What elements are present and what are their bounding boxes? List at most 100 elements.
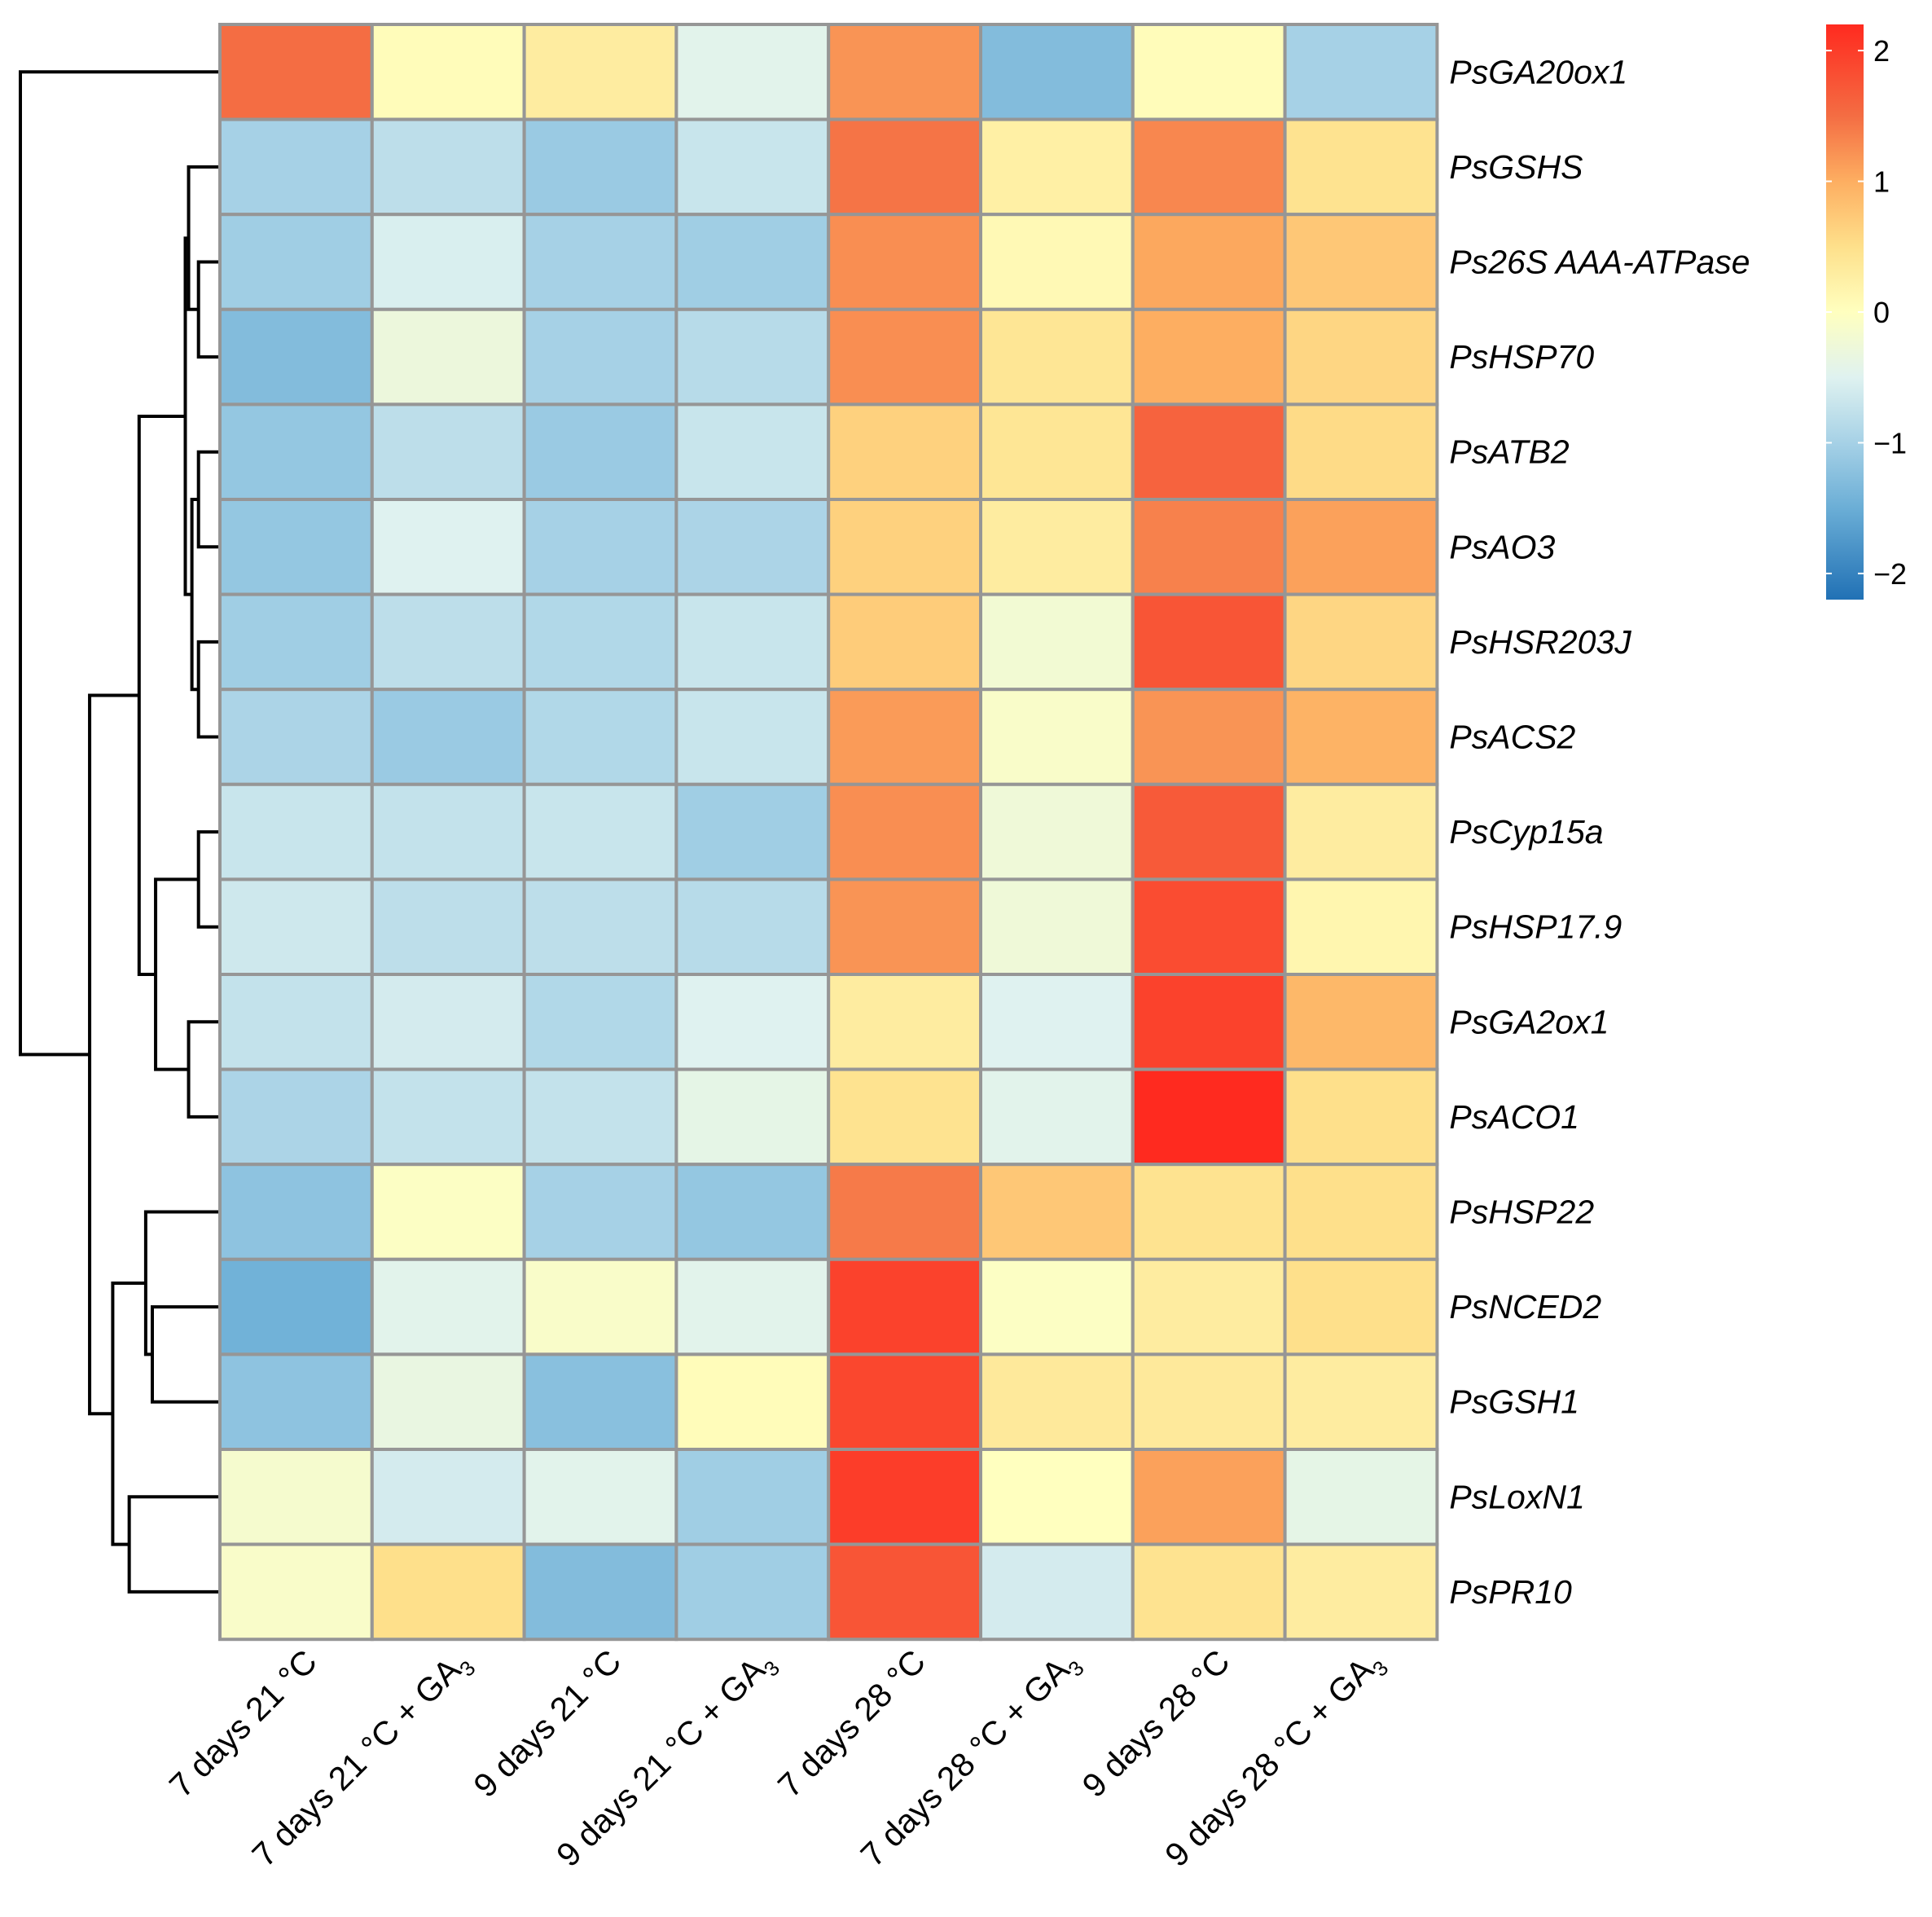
heatmap-cell: [218, 973, 374, 1071]
heatmap-cell: [979, 877, 1135, 977]
heatmap-cell: [979, 498, 1135, 596]
heatmap-cell: [218, 688, 374, 786]
heatmap-cell: [1131, 592, 1287, 692]
heatmap-cell: [522, 307, 678, 407]
heatmap-cell: [1131, 782, 1287, 882]
heatmap-cell: [370, 498, 526, 596]
heatmap-cell: [218, 782, 374, 882]
heatmap-cell: [522, 877, 678, 977]
heatmap-cell: [1131, 688, 1287, 786]
heatmap-cell: [1131, 213, 1287, 311]
heatmap-cell: [1283, 688, 1439, 786]
heatmap-cell: [370, 213, 526, 311]
heatmap-cell: [1283, 1067, 1439, 1167]
heatmap-cell: [827, 592, 983, 692]
heatmap-cell: [674, 877, 831, 977]
heatmap-cell: [979, 1352, 1135, 1452]
heatmap-cell: [370, 1448, 526, 1546]
heatmap-cell: [674, 402, 831, 501]
heatmap-cell: [522, 213, 678, 311]
heatmap-cell: [674, 592, 831, 692]
heatmap-cell: [979, 1448, 1135, 1546]
heatmap-cell: [979, 213, 1135, 311]
heatmap-cell: [1131, 1163, 1287, 1261]
heatmap-cell: [827, 402, 983, 501]
dendrogram-branch: [187, 165, 218, 311]
heatmap-cell: [370, 117, 526, 217]
heatmap-cell: [1283, 498, 1439, 596]
heatmap-cell: [674, 688, 831, 786]
heatmap-cell: [827, 213, 983, 311]
column-label: 7 days 21 °C: [162, 1642, 324, 1805]
row-label: PsHSR203J: [1449, 623, 1631, 661]
dendrogram-branch: [187, 1020, 218, 1119]
heatmap-cell: [1131, 973, 1287, 1071]
row-label: Ps26S AAA-ATPase: [1449, 244, 1750, 281]
heatmap-cell: [674, 23, 831, 121]
heatmap-cell: [1131, 1448, 1287, 1546]
heatmap-cell: [979, 1067, 1135, 1167]
row-label: PsNCED2: [1449, 1288, 1601, 1326]
heatmap-cell: [827, 1257, 983, 1356]
heatmap-cell: [1131, 498, 1287, 596]
heatmap-cell: [522, 1163, 678, 1261]
row-label: PsACO1: [1449, 1098, 1579, 1136]
heatmap-cell: [218, 1067, 374, 1167]
heatmap-cell: [1131, 1542, 1287, 1642]
heatmap-cell: [827, 117, 983, 217]
dendrogram-branch: [88, 693, 139, 1416]
row-label: PsPR10: [1449, 1573, 1572, 1611]
heatmap-cell: [218, 1542, 374, 1642]
heatmap-cell: [1131, 402, 1287, 501]
legend-tick-label: −2: [1873, 557, 1907, 591]
heatmap-cell: [979, 592, 1135, 692]
heatmap-cell: [1283, 213, 1439, 311]
heatmap-cell: [1283, 1257, 1439, 1356]
heatmap-cell: [522, 117, 678, 217]
heatmap-cell: [218, 117, 374, 217]
heatmap-cell: [1283, 23, 1439, 121]
heatmap-cell: [218, 213, 374, 311]
heatmap-cell: [370, 877, 526, 977]
heatmap-cell: [370, 1542, 526, 1642]
legend-color-bar: [1826, 24, 1864, 600]
row-label: PsLoxN1: [1449, 1478, 1584, 1515]
heatmap-cell: [979, 1542, 1135, 1642]
heatmap-cell: [674, 1163, 831, 1261]
heatmap-cell: [1131, 23, 1287, 121]
heatmap-cell: [218, 498, 374, 596]
heatmap-cell: [522, 592, 678, 692]
heatmap-cell: [674, 782, 831, 882]
heatmap-cell: [522, 1257, 678, 1356]
heatmap-cell: [979, 688, 1135, 786]
column-label: 7 days 28 °C: [771, 1642, 933, 1805]
heatmap-cell: [827, 307, 983, 407]
heatmap-cell: [1283, 117, 1439, 217]
heatmap-cell: [370, 1352, 526, 1452]
heatmap-cell: [522, 1448, 678, 1546]
row-label: PsATB2: [1449, 433, 1570, 471]
heatmap-cell: [674, 1067, 831, 1167]
heatmap-cell: [827, 973, 983, 1071]
heatmap-cell: [979, 973, 1135, 1071]
heatmap-cell: [827, 688, 983, 786]
heatmap-cell: [1131, 1257, 1287, 1356]
heatmap-cell: [522, 23, 678, 121]
row-label: PsGA2ox1: [1449, 1003, 1609, 1040]
heatmap-cell: [979, 23, 1135, 121]
heatmap-cell: [370, 782, 526, 882]
heatmap-cells: [218, 23, 1439, 1642]
dendrogram-branch: [196, 830, 218, 929]
heatmap-cell: [218, 1257, 374, 1356]
legend-tick-label: 0: [1873, 296, 1890, 329]
heatmap-cell: [827, 782, 983, 882]
heatmap-cell: [827, 877, 983, 977]
heatmap-cell: [674, 973, 831, 1071]
heatmap-cell: [218, 1163, 374, 1261]
heatmap-cell: [370, 23, 526, 121]
color-legend: 2 1 0 −1 −2: [1826, 24, 1907, 600]
row-dendrogram: [19, 70, 218, 1594]
heatmap-cell: [1283, 877, 1439, 977]
